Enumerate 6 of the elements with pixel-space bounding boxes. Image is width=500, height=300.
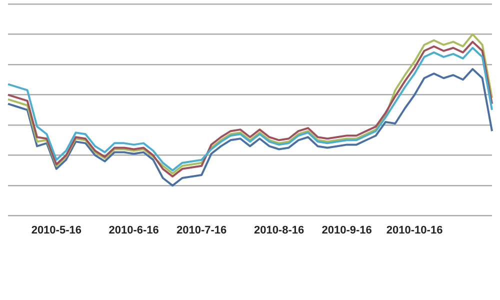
x-tick-label: 2010-6-16	[108, 224, 159, 236]
x-tick-label: 2010-7-16	[176, 224, 227, 236]
x-tick-label: 2010-8-16	[254, 224, 304, 236]
x-tick-label: 2010-5-16	[31, 224, 82, 236]
x-tick-label: 2010-10-16	[386, 224, 443, 236]
x-tick-label: 2010-9-16	[322, 224, 372, 236]
